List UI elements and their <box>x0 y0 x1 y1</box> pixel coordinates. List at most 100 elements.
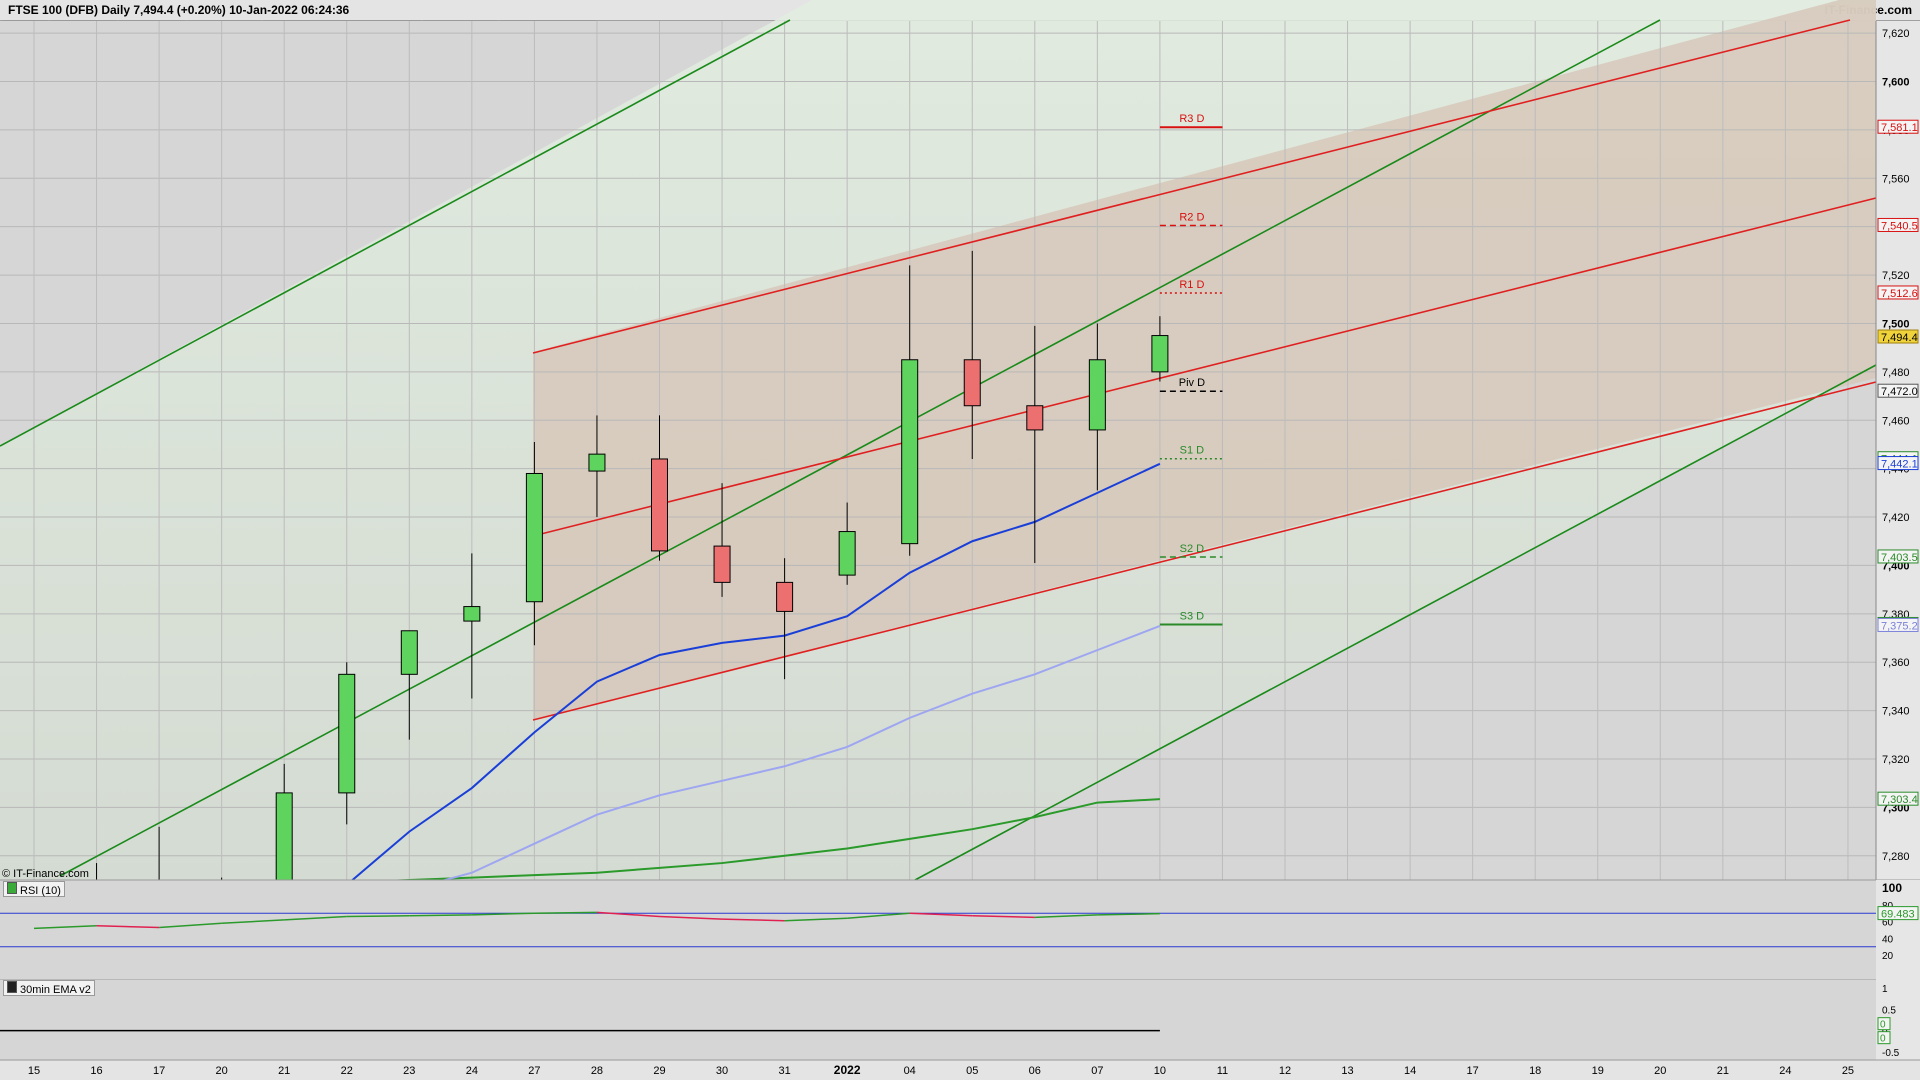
x-tick-label: 20 <box>1654 1065 1666 1077</box>
x-tick-label: 10 <box>1154 1065 1166 1077</box>
x-tick-label: 24 <box>1779 1065 1791 1077</box>
ema30-value-box <box>1877 1031 1891 1045</box>
y-tick-label: 7,620 <box>1882 28 1910 40</box>
pivot-label: S2 D <box>1180 543 1205 555</box>
x-tick-label: 23 <box>403 1065 415 1077</box>
x-tick-label: 17 <box>1467 1065 1479 1077</box>
candle-body <box>1088 359 1106 431</box>
ema30-tick-label: 0.5 <box>1882 1005 1896 1016</box>
price-label-text: 7,375.2 <box>1881 620 1918 632</box>
rsi-segment <box>409 914 472 917</box>
candle-body <box>525 472 543 603</box>
candle-body <box>588 453 606 472</box>
x-tick-label: 21 <box>278 1065 290 1077</box>
rsi-segment <box>1034 914 1098 919</box>
rsi-tick-label: 100 <box>1882 881 1902 895</box>
pivot-label: Piv D <box>1179 377 1205 389</box>
candle-body <box>776 581 794 612</box>
pivot-label: R1 D <box>1179 279 1204 291</box>
ema30-value-box <box>1877 1017 1891 1031</box>
candle-body <box>1151 335 1169 373</box>
x-tick-label: 19 <box>1592 1065 1604 1077</box>
y-tick-label: 7,320 <box>1882 754 1910 766</box>
x-tick-label: 07 <box>1091 1065 1103 1077</box>
price-label-box <box>1877 549 1919 564</box>
rsi-segment <box>722 918 785 922</box>
y-tick-label: 7,460 <box>1882 415 1910 427</box>
candle-body <box>275 792 293 888</box>
x-tick-label: 30 <box>716 1065 728 1077</box>
rsi-segment <box>972 914 1035 919</box>
pivot-label: R2 D <box>1179 211 1204 223</box>
candle-body <box>400 630 418 675</box>
price-label-text: 7,581.1 <box>1881 122 1918 134</box>
x-tick-label: 15 <box>28 1065 40 1077</box>
x-tick-label: 16 <box>90 1065 102 1077</box>
rsi-segment <box>221 919 285 925</box>
x-tick-label: 14 <box>1404 1065 1416 1077</box>
rsi-segment <box>847 912 910 919</box>
rsi-segment <box>1097 912 1160 916</box>
y-tick-label: 7,560 <box>1882 173 1910 185</box>
x-tick-label: 21 <box>1717 1065 1729 1077</box>
ema30-panel-label: 30min EMA v2 <box>3 980 95 996</box>
red-channel-mid-line <box>532 197 1877 537</box>
green-channel-mid-line <box>59 19 1661 877</box>
y-tick-label: 7,480 <box>1882 367 1910 379</box>
candle-body <box>463 606 481 622</box>
x-tick-label: 06 <box>1029 1065 1041 1077</box>
price-label-box <box>1877 285 1919 300</box>
x-tick-label: 28 <box>591 1065 603 1077</box>
rsi-value-box <box>1877 906 1919 921</box>
candle-body <box>901 359 919 545</box>
rsi-segment <box>909 912 973 917</box>
rsi-segment <box>33 925 97 930</box>
price-label-box <box>1877 617 1919 632</box>
price-label-box <box>1877 791 1919 806</box>
red-channel-area <box>533 0 1876 720</box>
pivot-label: R3 D <box>1179 113 1204 125</box>
rsi-panel-background <box>0 880 1876 980</box>
ema25-line <box>409 624 1161 891</box>
red-channel-lower-line <box>532 381 1877 721</box>
x-tick-label: 18 <box>1529 1065 1541 1077</box>
red-channel-upper-line <box>532 19 1851 354</box>
x-tick-label: 22 <box>341 1065 353 1077</box>
x-tick-label: 27 <box>528 1065 540 1077</box>
x-tick-label: 24 <box>466 1065 478 1077</box>
rsi-segment <box>346 914 410 918</box>
rsi-value-text: 69.483 <box>1881 909 1915 921</box>
price-label-text: 7,303.4 <box>1881 794 1918 806</box>
pivot-label: S3 D <box>1180 610 1205 622</box>
price-label-box <box>1877 456 1919 471</box>
y-tick-label: 7,340 <box>1882 706 1910 718</box>
rsi-segment <box>471 912 535 916</box>
ema30-panel-background <box>0 980 1876 1060</box>
price-label-box <box>1877 119 1919 134</box>
ema30-value-text: 0 <box>1880 1020 1886 1031</box>
x-axis-background <box>0 1060 1920 1080</box>
price-label-text: 7,540.5 <box>1881 220 1918 232</box>
x-tick-label: 31 <box>778 1065 790 1077</box>
x-tick-label: 05 <box>966 1065 978 1077</box>
x-tick-label: 11 <box>1217 1065 1228 1077</box>
x-tick-label: 13 <box>1341 1065 1353 1077</box>
price-label-text: 7,472.0 <box>1881 386 1918 398</box>
pivot-label: S1 D <box>1180 445 1205 457</box>
rsi-tick-label: 20 <box>1882 951 1894 962</box>
rsi-tick-label: 60 <box>1882 918 1894 929</box>
ema30-tick-label: -0.5 <box>1882 1048 1900 1059</box>
x-tick-label: 25 <box>1842 1065 1854 1077</box>
x-tick-label: 04 <box>904 1065 916 1077</box>
y-tick-label: 7,280 <box>1882 851 1910 863</box>
ema30-value-text: 0 <box>1880 1034 1886 1045</box>
x-tick-label: 12 <box>1279 1065 1291 1077</box>
price-label-text: 7,403.5 <box>1881 552 1918 564</box>
price-label-box <box>1877 329 1919 344</box>
x-tick-label: 17 <box>153 1065 165 1077</box>
copyright-text: © IT-Finance.com <box>2 868 89 880</box>
rsi-tick-label: 40 <box>1882 934 1894 945</box>
rsi-segment <box>784 917 848 922</box>
